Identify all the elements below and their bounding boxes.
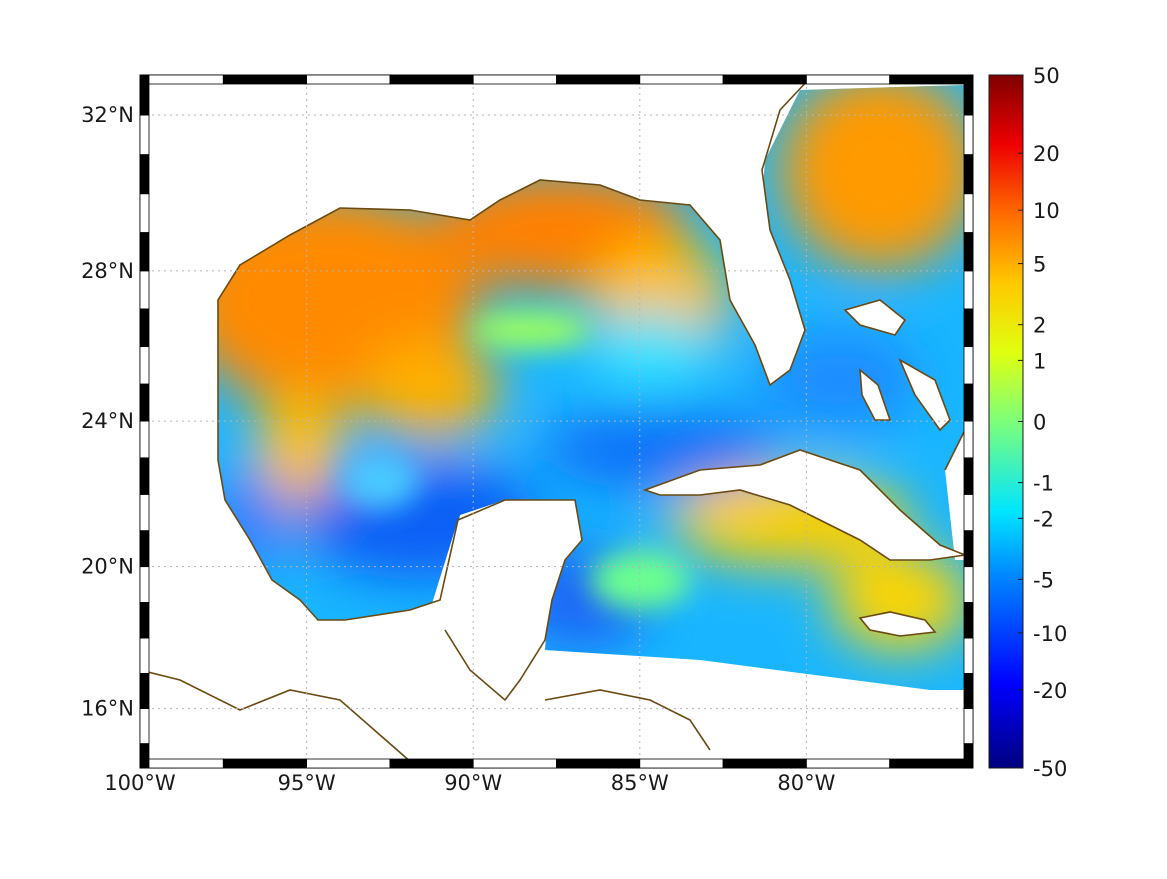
frame-right-band: [963, 74, 974, 116]
frame-left-band: [139, 114, 150, 155]
frame-right-band: [963, 114, 974, 155]
colorbar-label-6: 0: [1033, 411, 1046, 435]
frame-left-band: [139, 602, 150, 639]
frame-left-band: [139, 383, 150, 422]
colorbar-label-1: 20: [1033, 142, 1060, 166]
frame-top-band: [222, 74, 308, 85]
colorbar-label-9: -5: [1033, 568, 1054, 592]
frame-right-band: [963, 383, 974, 422]
colorbar-label-5: 1: [1033, 349, 1046, 373]
lon-label-1: 95°W: [278, 771, 336, 795]
frame-bottom-band: [222, 758, 308, 769]
frame-bottom-band: [306, 758, 391, 769]
lat-label-4: 32°N: [81, 103, 134, 127]
lat-label-1: 20°N: [81, 555, 134, 579]
colorbar-label-4: 2: [1033, 314, 1046, 338]
colorbar-label-10: -10: [1033, 622, 1067, 646]
frame-top-band: [722, 74, 807, 85]
colorbar-label-3: 5: [1033, 253, 1046, 277]
frame-right-band: [963, 672, 974, 709]
frame-right-band: [963, 602, 974, 639]
colorbar-label-8: -2: [1033, 507, 1054, 531]
frame-right-band: [963, 566, 974, 603]
frame-left-band: [139, 270, 150, 310]
frame-top-band: [306, 74, 391, 85]
frame-left-band: [139, 420, 150, 459]
frame-top-band: [139, 74, 224, 85]
frame-right-band: [963, 270, 974, 310]
frame-right-band: [963, 708, 974, 744]
frame-right-band: [963, 346, 974, 385]
frame-left-band: [139, 457, 150, 495]
frame-left-band: [139, 154, 150, 195]
frame-left-band: [139, 530, 150, 568]
frame-top-band: [389, 74, 474, 85]
frame-bottom-band: [139, 758, 224, 769]
frame-left-band: [139, 566, 150, 603]
frame-top-band: [472, 74, 557, 85]
frame-right-band: [963, 193, 974, 233]
gridlines: [140, 75, 973, 768]
lon-label-3: 85°W: [611, 771, 669, 795]
frame-bottom-band: [889, 758, 974, 769]
frame-top-band: [889, 74, 974, 85]
lat-label-2: 24°N: [81, 409, 134, 433]
frame-left-band: [139, 493, 150, 532]
colorbar-gradient: [988, 74, 1024, 769]
frame-bottom-band: [639, 758, 724, 769]
colorbar-label-12: -50: [1033, 757, 1067, 781]
map-frame: [139, 74, 974, 769]
frame-left-band: [139, 308, 150, 348]
frame-bottom-band: [806, 758, 891, 769]
frame-right-band: [963, 457, 974, 495]
frame-right-band: [963, 530, 974, 568]
coastline-strokes: [140, 77, 969, 768]
frame-bottom-band: [472, 758, 557, 769]
frame-right-band: [963, 232, 974, 272]
frame-bottom-band: [556, 758, 641, 769]
coastlines: [140, 75, 970, 768]
frame-bottom-band: [389, 758, 474, 769]
frame-left-band: [139, 232, 150, 272]
lon-label-0: 100°W: [104, 771, 176, 795]
frame-right-band: [963, 743, 974, 769]
frame-right-band: [963, 154, 974, 195]
lat-label-0: 16°N: [81, 697, 134, 721]
latitude-labels: 16°N 20°N 24°N 28°N 32°N: [81, 103, 134, 721]
frame-left-band: [139, 708, 150, 744]
frame-left-band: [139, 637, 150, 674]
colorbar-label-11: -20: [1033, 679, 1067, 703]
frame-left-band: [139, 74, 150, 116]
colorbar-label-0: 50: [1033, 64, 1060, 88]
frame-top-band: [639, 74, 724, 85]
longitude-labels: 100°W 95°W 90°W 85°W 80°W: [104, 771, 835, 795]
lat-label-3: 28°N: [81, 259, 134, 283]
colorbar-label-7: -1: [1033, 472, 1054, 496]
frame-top-band: [806, 74, 891, 85]
lon-label-4: 80°W: [777, 771, 835, 795]
frame-right-band: [963, 637, 974, 674]
lon-label-2: 90°W: [444, 771, 502, 795]
colorbar-label-2: 10: [1033, 199, 1060, 223]
frame-left-band: [139, 743, 150, 769]
frame-top-band: [556, 74, 641, 85]
frame-left-band: [139, 193, 150, 233]
frame-left-band: [139, 346, 150, 385]
frame-right-band: [963, 420, 974, 459]
frame-bottom-band: [722, 758, 807, 769]
frame-right-band: [963, 308, 974, 348]
frame-left-band: [139, 672, 150, 709]
frame-right-band: [963, 493, 974, 532]
